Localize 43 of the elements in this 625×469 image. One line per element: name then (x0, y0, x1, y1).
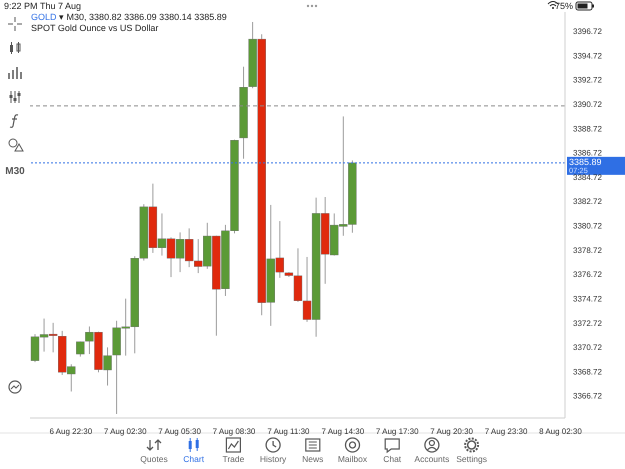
y-tick-label: 3374.72 (573, 294, 602, 304)
text: M30 (5, 166, 26, 177)
x-tick-label: 6 Aug 22:30 (49, 427, 93, 436)
y-tick-label: 3386.72 (573, 148, 602, 158)
x-tick-label: 7 Aug 05:30 (158, 427, 202, 436)
y-tick-label: 3380.72 (573, 222, 602, 231)
text: 75% (554, 1, 573, 11)
y-tick-label: 3368.72 (573, 367, 602, 376)
y-tick-label: 3382.72 (573, 197, 602, 206)
chart-title: GOLD ▾ M30, 3380.82 3386.09 3380.14 3385.89 (31, 12, 227, 22)
text: News (302, 454, 324, 464)
text: History (260, 454, 288, 464)
x-tick-label: 8 Aug 02:30 (539, 427, 582, 436)
text: Chart (183, 454, 205, 464)
text: 9:22 PM (4, 1, 38, 11)
x-tick-label: 7 Aug 02:30 (104, 427, 148, 436)
y-tick-label: 3388.72 (573, 124, 602, 134)
text: Mailbox (338, 454, 368, 464)
x-tick-label: 7 Aug 20:30 (430, 427, 474, 436)
y-tick-label: 3384.72 (573, 172, 602, 182)
ref-line-label: 3385.89 (569, 156, 602, 167)
text: Accounts (414, 454, 450, 464)
x-tick-label: 7 Aug 17:30 (376, 427, 420, 436)
y-tick-label: 3378.72 (573, 246, 602, 255)
text: Chat (383, 454, 402, 464)
candlestick (76, 340, 85, 358)
y-tick-label: 3392.72 (573, 76, 602, 85)
x-tick-label: 7 Aug 11:30 (267, 427, 310, 436)
text: SPOT Gold Ounce vs US Dollar (31, 23, 158, 33)
x-tick-label: 7 Aug 08:30 (212, 427, 256, 436)
text: Trade (222, 454, 245, 464)
text: Quotes (140, 454, 168, 464)
x-tick-label: 7 Aug 23:30 (484, 427, 528, 436)
y-tick-label: 3396.72 (573, 27, 602, 36)
y-tick-label: 3390.72 (573, 100, 602, 109)
text: Thu 7 Aug (40, 1, 82, 11)
y-tick-label: 3370.72 (573, 343, 602, 352)
text: Settings (456, 454, 487, 464)
y-tick-label: 3376.72 (573, 270, 602, 280)
x-tick-label: 7 Aug 14:30 (321, 427, 365, 436)
y-tick-label: 3394.72 (573, 51, 602, 60)
y-tick-label: 3366.72 (573, 392, 602, 401)
y-tick-label: 3372.72 (573, 318, 602, 328)
